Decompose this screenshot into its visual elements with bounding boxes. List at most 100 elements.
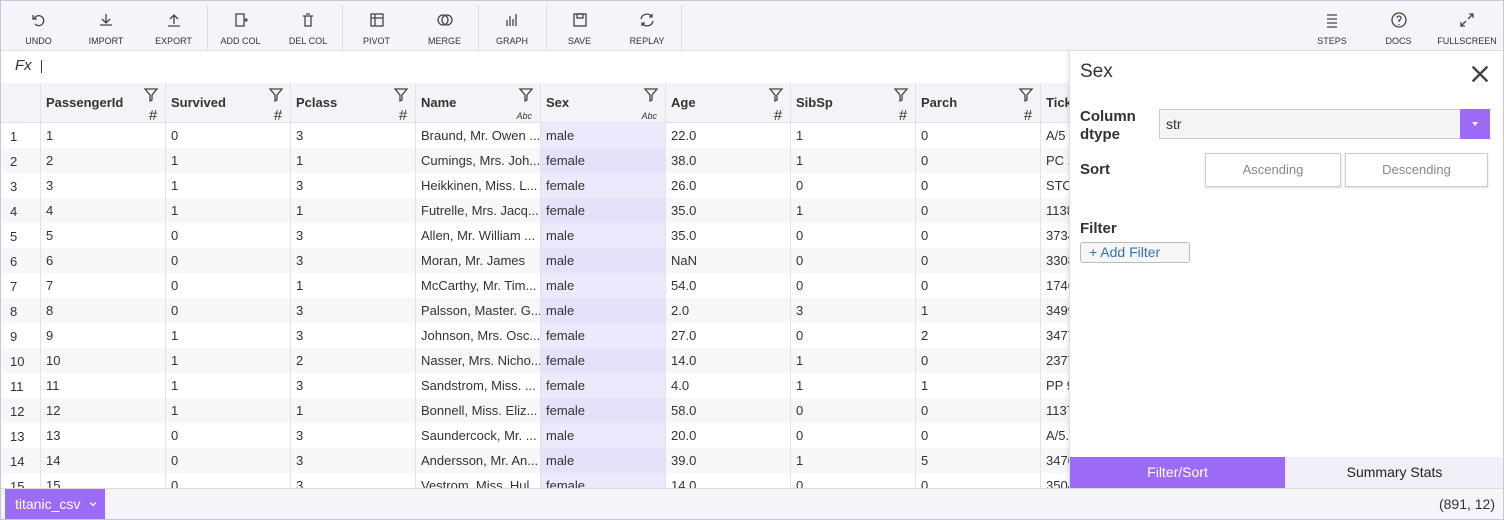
cell[interactable]: 11 bbox=[41, 373, 166, 398]
cell[interactable]: 1 bbox=[791, 123, 916, 148]
cell[interactable]: 0 bbox=[916, 273, 1041, 298]
cell[interactable]: 0 bbox=[791, 173, 916, 198]
cell[interactable]: 0 bbox=[791, 423, 916, 448]
column-header[interactable]: SibSp # bbox=[791, 83, 916, 124]
cell[interactable]: 12 bbox=[41, 398, 166, 423]
cell[interactable]: male bbox=[541, 223, 666, 248]
cell[interactable]: 0 bbox=[916, 348, 1041, 373]
cell[interactable]: 3 bbox=[291, 423, 416, 448]
cell[interactable]: 1 bbox=[916, 298, 1041, 323]
cell[interactable]: 3 bbox=[291, 223, 416, 248]
cell[interactable]: 3 bbox=[291, 248, 416, 273]
cell[interactable]: 1 bbox=[291, 148, 416, 173]
cell[interactable]: 3 bbox=[291, 473, 416, 498]
formula-input[interactable] bbox=[41, 60, 42, 73]
sort-button[interactable]: Descending bbox=[1345, 153, 1488, 187]
cell[interactable]: 10 bbox=[41, 348, 166, 373]
cell[interactable]: 2 bbox=[916, 323, 1041, 348]
cell[interactable]: female bbox=[541, 323, 666, 348]
cell[interactable]: 1 bbox=[791, 373, 916, 398]
cell[interactable]: 0 bbox=[791, 398, 916, 423]
cell[interactable]: Nasser, Mrs. Nicho... bbox=[416, 348, 541, 373]
cell[interactable]: 1 bbox=[166, 148, 291, 173]
cell[interactable]: 0 bbox=[916, 223, 1041, 248]
cell[interactable]: 0 bbox=[916, 473, 1041, 498]
cell[interactable]: female bbox=[541, 148, 666, 173]
cell[interactable]: male bbox=[541, 273, 666, 298]
cell[interactable]: 7 bbox=[41, 273, 166, 298]
cell[interactable]: 1 bbox=[166, 198, 291, 223]
cell[interactable]: 1 bbox=[166, 173, 291, 198]
cell[interactable]: Johnson, Mrs. Osc... bbox=[416, 323, 541, 348]
column-header[interactable]: Age # bbox=[666, 83, 791, 124]
cell[interactable]: 3 bbox=[291, 323, 416, 348]
cell[interactable]: 1 bbox=[166, 398, 291, 423]
column-header[interactable]: Sex Abc bbox=[541, 83, 666, 123]
toolbar-button[interactable]: GRAPH bbox=[478, 1, 546, 51]
cell[interactable]: 1 bbox=[291, 398, 416, 423]
cell[interactable]: 3 bbox=[291, 123, 416, 148]
cell[interactable]: 3 bbox=[291, 448, 416, 473]
cell[interactable]: 0 bbox=[916, 198, 1041, 223]
cell[interactable]: Palsson, Master. G... bbox=[416, 298, 541, 323]
cell[interactable]: 2 bbox=[291, 348, 416, 373]
cell[interactable]: 1 bbox=[166, 323, 291, 348]
cell[interactable]: 5 bbox=[916, 448, 1041, 473]
cell[interactable]: Sandstrom, Miss. ... bbox=[416, 373, 541, 398]
cell[interactable]: Braund, Mr. Owen ... bbox=[416, 123, 541, 148]
cell[interactable]: 3 bbox=[291, 373, 416, 398]
cell[interactable]: 2 bbox=[41, 148, 166, 173]
toolbar-button[interactable]: DEL COL bbox=[274, 1, 342, 51]
cell[interactable]: 9 bbox=[41, 323, 166, 348]
cell[interactable]: Allen, Mr. William ... bbox=[416, 223, 541, 248]
toolbar-button[interactable]: STEPS bbox=[1301, 1, 1363, 51]
cell[interactable]: 0 bbox=[916, 248, 1041, 273]
cell[interactable]: male bbox=[541, 448, 666, 473]
cell[interactable]: Futrelle, Mrs. Jacq... bbox=[416, 198, 541, 223]
cell[interactable]: 26.0 bbox=[666, 173, 791, 198]
cell[interactable]: 1 bbox=[291, 198, 416, 223]
cell[interactable]: 0 bbox=[916, 173, 1041, 198]
cell[interactable]: 0 bbox=[166, 223, 291, 248]
cell[interactable]: 1 bbox=[791, 148, 916, 173]
cell[interactable]: 2.0 bbox=[666, 298, 791, 323]
toolbar-button[interactable]: SAVE bbox=[546, 1, 613, 51]
cell[interactable]: 13 bbox=[41, 423, 166, 448]
cell[interactable]: 1 bbox=[791, 448, 916, 473]
cell[interactable]: NaN bbox=[666, 248, 791, 273]
cell[interactable]: female bbox=[541, 398, 666, 423]
cell[interactable]: 0 bbox=[166, 473, 291, 498]
cell[interactable]: 20.0 bbox=[666, 423, 791, 448]
cell[interactable]: Saundercock, Mr. ... bbox=[416, 423, 541, 448]
cell[interactable]: 3 bbox=[291, 298, 416, 323]
cell[interactable]: female bbox=[541, 173, 666, 198]
cell[interactable]: female bbox=[541, 348, 666, 373]
cell[interactable]: 14 bbox=[41, 448, 166, 473]
cell[interactable]: 38.0 bbox=[666, 148, 791, 173]
dtype-select[interactable]: str bbox=[1159, 109, 1490, 139]
toolbar-button[interactable]: UNDO bbox=[6, 1, 71, 51]
cell[interactable]: 35.0 bbox=[666, 198, 791, 223]
cell[interactable]: male bbox=[541, 248, 666, 273]
cell[interactable]: 0 bbox=[166, 423, 291, 448]
cell[interactable]: 1 bbox=[166, 348, 291, 373]
cell[interactable]: 4 bbox=[41, 198, 166, 223]
cell[interactable]: 0 bbox=[166, 273, 291, 298]
toolbar-button[interactable]: EXPORT bbox=[141, 1, 206, 51]
column-header[interactable]: Parch # bbox=[916, 83, 1041, 124]
icon[interactable] bbox=[1469, 63, 1491, 85]
cell[interactable]: 0 bbox=[791, 323, 916, 348]
column-header[interactable]: Pclass # bbox=[291, 83, 416, 124]
cell[interactable]: 0 bbox=[916, 148, 1041, 173]
panel-tab[interactable]: Summary Stats bbox=[1285, 457, 1503, 488]
cell[interactable]: Cumings, Mrs. Joh... bbox=[416, 148, 541, 173]
panel-tab[interactable]: Filter/Sort bbox=[1070, 457, 1285, 488]
add-filter-button[interactable]: + Add Filter bbox=[1080, 242, 1190, 263]
toolbar-button[interactable]: IMPORT bbox=[71, 1, 141, 51]
toolbar-button[interactable]: MERGE bbox=[411, 1, 478, 51]
cell[interactable]: 39.0 bbox=[666, 448, 791, 473]
cell[interactable]: Moran, Mr. James bbox=[416, 248, 541, 273]
cell[interactable]: 4.0 bbox=[666, 373, 791, 398]
cell[interactable]: 35.0 bbox=[666, 223, 791, 248]
cell[interactable]: 0 bbox=[166, 448, 291, 473]
